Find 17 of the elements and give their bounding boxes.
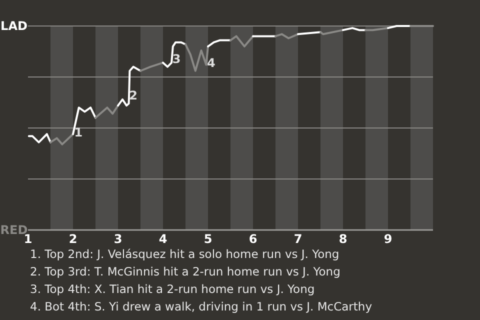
x-tick-label: 3 <box>114 232 122 246</box>
text: 4. Bot 4th: S. Yi drew a walk, driving in 1 run vs J. McCarthy <box>30 300 372 314</box>
annotation: 1 <box>74 125 83 140</box>
x-tick-label: 9 <box>384 232 392 246</box>
annotation: 2 <box>129 88 138 103</box>
x-tick-label: 7 <box>294 232 302 246</box>
annotation: 3 <box>172 52 181 66</box>
x-tick-label: 8 <box>338 232 348 246</box>
text: 3. Top 4th: X. Tian hit a 2-run home run vs J. Yong <box>30 282 315 296</box>
annotation: 4 <box>206 56 216 70</box>
text: 1. Top 2nd: J. Velásquez hit a solo home run vs J. Yong <box>30 247 340 261</box>
x-tick-label: 6 <box>248 232 258 246</box>
x-tick-label: 5 <box>204 232 212 246</box>
x-tick-label: 2 <box>68 232 78 246</box>
text: LAD <box>0 19 28 34</box>
x-tick-label: 4 <box>158 232 168 246</box>
text: 2. Top 3rd: T. McGinnis hit a 2-run home run vs J. Yong <box>30 264 340 278</box>
